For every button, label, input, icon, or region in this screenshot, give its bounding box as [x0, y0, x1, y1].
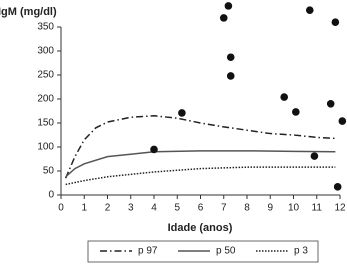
legend-label: p 3: [294, 246, 308, 257]
y-tick-label: 100: [37, 142, 54, 153]
x-tick-label: 10: [288, 203, 300, 214]
x-tick-label: 11: [312, 203, 323, 214]
data-point: [280, 93, 289, 101]
y-axis-label: IgM (mg/dl): [0, 6, 57, 18]
data-point: [150, 145, 158, 154]
y-tick-label: 200: [37, 94, 54, 105]
data-point: [224, 2, 233, 10]
data-point: [292, 108, 300, 116]
data-point: [331, 18, 340, 27]
x-tick-label: 9: [267, 203, 273, 214]
percentile-line: [65, 150, 336, 178]
x-tick-label: 8: [244, 203, 250, 214]
data-point: [333, 183, 342, 191]
data-point: [310, 152, 319, 160]
data-point: [305, 6, 314, 14]
x-tick-label: 5: [174, 203, 180, 214]
x-tick-label: 6: [198, 203, 204, 214]
percentile-line: [64, 115, 336, 179]
data-point: [338, 117, 347, 125]
data-point: [178, 109, 186, 117]
data-point: [226, 53, 235, 62]
y-tick-label: 350: [37, 22, 54, 33]
x-tick-label: 2: [105, 203, 111, 214]
y-tick-label: 300: [37, 46, 54, 57]
y-tick-label: 150: [37, 118, 54, 129]
y-tick-label: 0: [48, 190, 54, 201]
legend-label: p 50: [216, 246, 236, 257]
x-tick-label: 4: [151, 203, 157, 214]
y-tick-label: 250: [37, 70, 54, 81]
x-tick-label: 7: [221, 203, 227, 214]
x-tick-label: 0: [58, 203, 64, 214]
percentile-line: [65, 166, 336, 186]
x-tick-label: 1: [81, 203, 87, 214]
y-tick-label: 50: [43, 166, 55, 177]
x-axis-label: Idade (anos): [168, 222, 233, 234]
x-tick-label: 12: [334, 203, 346, 214]
legend-box: [87, 240, 319, 263]
data-point: [219, 14, 228, 22]
data-point: [326, 100, 335, 108]
legend-label: p 97: [138, 246, 158, 257]
data-point: [226, 72, 235, 80]
x-tick-label: 3: [128, 203, 134, 214]
